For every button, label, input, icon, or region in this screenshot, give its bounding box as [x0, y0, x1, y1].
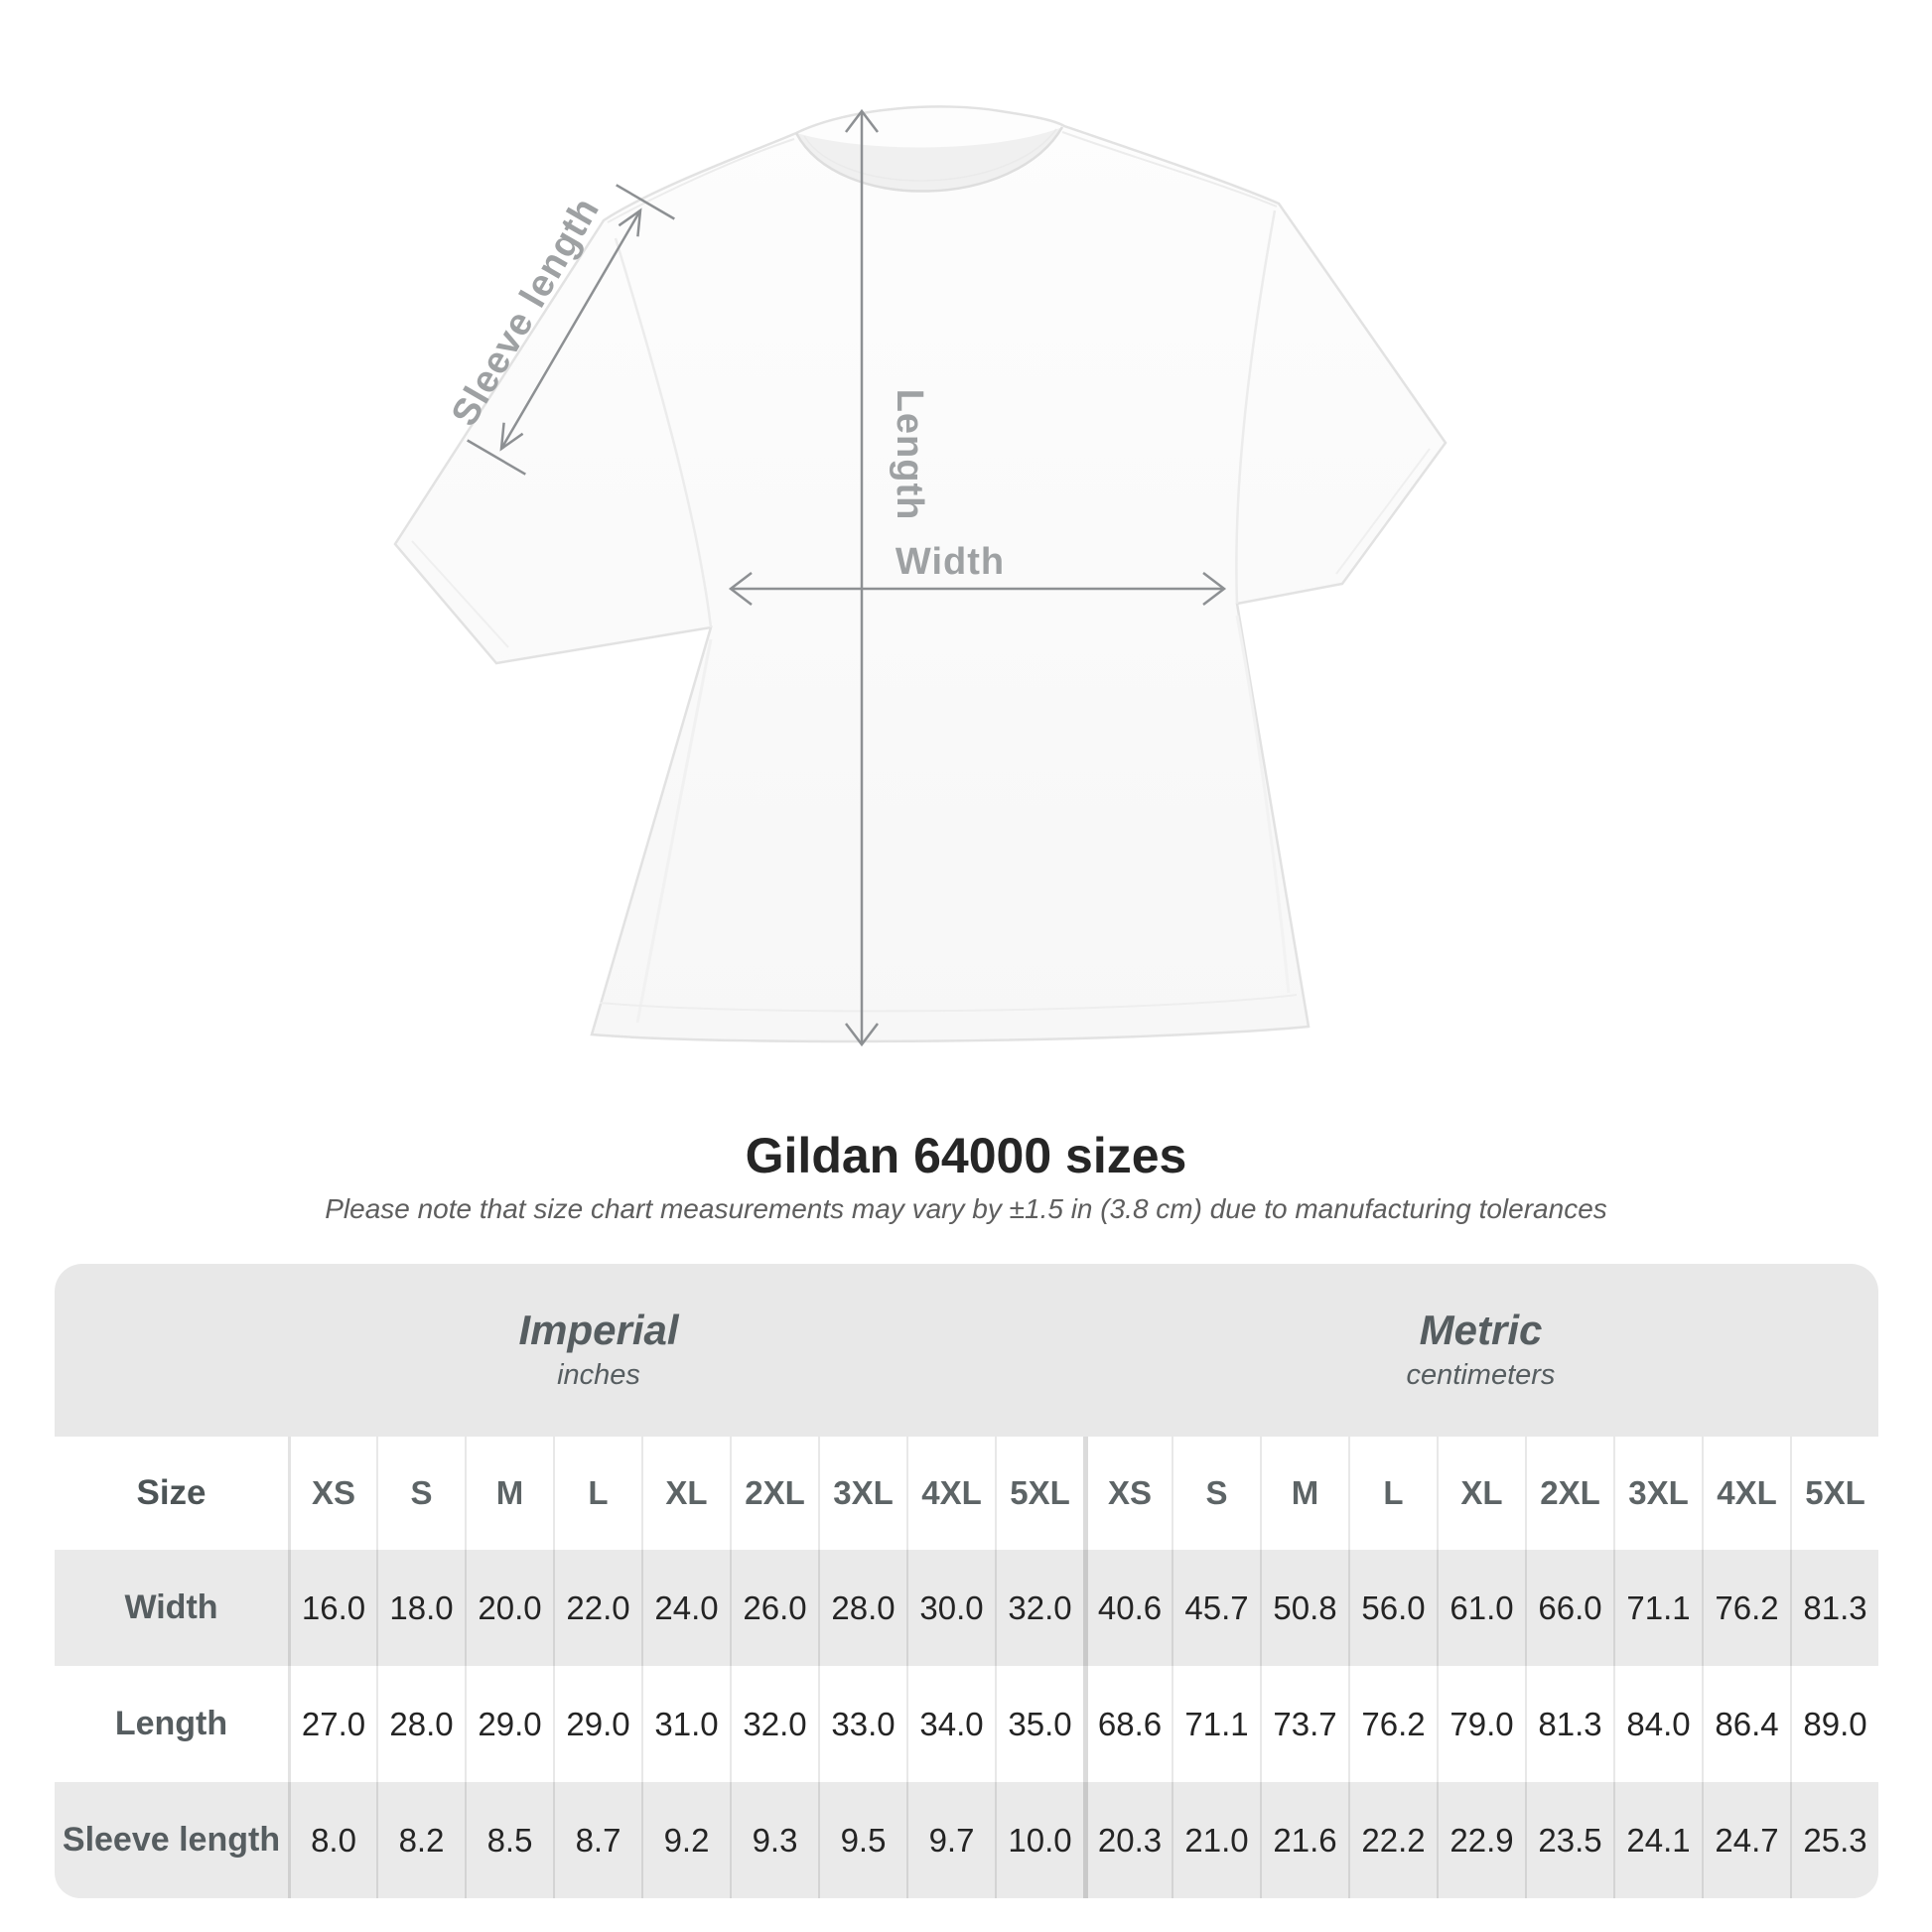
cell-sleeve-length-metric-4xl: 24.7 — [1702, 1782, 1790, 1898]
page-title: Gildan 64000 sizes — [745, 1128, 1187, 1183]
cell-width-imperial-l: 22.0 — [553, 1550, 641, 1666]
metric-size-header-m: M — [1260, 1437, 1348, 1550]
cell-length-metric-s: 71.1 — [1172, 1666, 1260, 1782]
imperial-size-header-s: S — [376, 1437, 465, 1550]
tshirt-graphic — [393, 105, 1448, 1043]
metric-header: Metric centimeters — [1083, 1264, 1878, 1437]
cell-sleeve-length-metric-xl: 22.9 — [1437, 1782, 1525, 1898]
cell-width-metric-xs: 40.6 — [1083, 1550, 1172, 1666]
cell-width-metric-l: 56.0 — [1348, 1550, 1437, 1666]
metric-size-header-2xl: 2XL — [1525, 1437, 1613, 1550]
cell-sleeve-length-metric-3xl: 24.1 — [1613, 1782, 1702, 1898]
cell-width-metric-3xl: 71.1 — [1613, 1550, 1702, 1666]
cell-length-metric-m: 73.7 — [1260, 1666, 1348, 1782]
cell-length-metric-5xl: 89.0 — [1790, 1666, 1878, 1782]
cell-length-imperial-xl: 31.0 — [641, 1666, 730, 1782]
imperial-size-header-4xl: 4XL — [906, 1437, 995, 1550]
imperial-size-header-3xl: 3XL — [818, 1437, 906, 1550]
imperial-size-header-2xl: 2XL — [730, 1437, 818, 1550]
row-label-sleeve-length: Sleeve length — [55, 1782, 288, 1898]
cell-sleeve-length-imperial-2xl: 9.3 — [730, 1782, 818, 1898]
metric-size-header-3xl: 3XL — [1613, 1437, 1702, 1550]
metric-title: Metric — [1419, 1307, 1543, 1353]
cell-length-imperial-m: 29.0 — [465, 1666, 553, 1782]
size-table: Imperial inches Metric centimeters Size X… — [55, 1264, 1878, 1898]
metric-size-header-xl: XL — [1437, 1437, 1525, 1550]
metric-size-header-l: L — [1348, 1437, 1437, 1550]
row-label-width: Width — [55, 1550, 288, 1666]
cell-sleeve-length-metric-s: 21.0 — [1172, 1782, 1260, 1898]
cell-length-imperial-s: 28.0 — [376, 1666, 465, 1782]
cell-length-imperial-4xl: 34.0 — [906, 1666, 995, 1782]
length-label: Length — [889, 389, 930, 521]
cell-sleeve-length-imperial-m: 8.5 — [465, 1782, 553, 1898]
cell-sleeve-length-imperial-xl: 9.2 — [641, 1782, 730, 1898]
cell-sleeve-length-metric-2xl: 23.5 — [1525, 1782, 1613, 1898]
page-subtitle: Please note that size chart measurements… — [325, 1193, 1607, 1224]
metric-size-header-5xl: 5XL — [1790, 1437, 1878, 1550]
metric-unit: centimeters — [1406, 1359, 1556, 1391]
cell-length-metric-2xl: 81.3 — [1525, 1666, 1613, 1782]
cell-width-imperial-xs: 16.0 — [288, 1550, 376, 1666]
imperial-header: Imperial inches — [55, 1264, 1083, 1437]
cell-width-metric-s: 45.7 — [1172, 1550, 1260, 1666]
sleeve-length-arrow — [467, 184, 675, 476]
cell-length-metric-l: 76.2 — [1348, 1666, 1437, 1782]
cell-width-metric-5xl: 81.3 — [1790, 1550, 1878, 1666]
imperial-unit: inches — [557, 1359, 640, 1391]
cell-width-metric-4xl: 76.2 — [1702, 1550, 1790, 1666]
cell-sleeve-length-imperial-s: 8.2 — [376, 1782, 465, 1898]
cell-length-imperial-xs: 27.0 — [288, 1666, 376, 1782]
cell-length-metric-3xl: 84.0 — [1613, 1666, 1702, 1782]
cell-length-metric-4xl: 86.4 — [1702, 1666, 1790, 1782]
imperial-size-header-m: M — [465, 1437, 553, 1550]
cell-width-imperial-2xl: 26.0 — [730, 1550, 818, 1666]
cell-sleeve-length-imperial-l: 8.7 — [553, 1782, 641, 1898]
cell-length-imperial-3xl: 33.0 — [818, 1666, 906, 1782]
cell-width-metric-m: 50.8 — [1260, 1550, 1348, 1666]
metric-size-header-xs: XS — [1083, 1437, 1172, 1550]
imperial-title: Imperial — [518, 1307, 679, 1353]
cell-width-metric-xl: 61.0 — [1437, 1550, 1525, 1666]
metric-size-header-4xl: 4XL — [1702, 1437, 1790, 1550]
tshirt-measurement-diagram: Sleeve length Length Width — [393, 105, 1448, 1047]
cell-length-imperial-5xl: 35.0 — [995, 1666, 1083, 1782]
cell-sleeve-length-imperial-xs: 8.0 — [288, 1782, 376, 1898]
imperial-size-header-xl: XL — [641, 1437, 730, 1550]
cell-width-imperial-xl: 24.0 — [641, 1550, 730, 1666]
cell-sleeve-length-imperial-3xl: 9.5 — [818, 1782, 906, 1898]
cell-width-imperial-5xl: 32.0 — [995, 1550, 1083, 1666]
cell-sleeve-length-metric-xs: 20.3 — [1083, 1782, 1172, 1898]
measurement-arrows — [467, 108, 1227, 1047]
cell-width-imperial-3xl: 28.0 — [818, 1550, 906, 1666]
cell-length-metric-xs: 68.6 — [1083, 1666, 1172, 1782]
cell-sleeve-length-metric-m: 21.6 — [1260, 1782, 1348, 1898]
cell-length-imperial-2xl: 32.0 — [730, 1666, 818, 1782]
cell-width-imperial-s: 18.0 — [376, 1550, 465, 1666]
cell-width-imperial-4xl: 30.0 — [906, 1550, 995, 1666]
width-arrow — [728, 572, 1227, 606]
width-label: Width — [896, 541, 1005, 583]
size-column-header: Size — [55, 1437, 288, 1550]
cell-sleeve-length-metric-l: 22.2 — [1348, 1782, 1437, 1898]
size-table-grid: Size XS S M L XL 2XL 3XL 4XL 5XL XS S M L XL 2XL 3XL 4XL 5… — [55, 1437, 1878, 1898]
cell-length-imperial-l: 29.0 — [553, 1666, 641, 1782]
metric-size-header-s: S — [1172, 1437, 1260, 1550]
table-unit-header: Imperial inches Metric centimeters — [55, 1264, 1878, 1437]
cell-length-metric-xl: 79.0 — [1437, 1666, 1525, 1782]
imperial-size-header-l: L — [553, 1437, 641, 1550]
cell-width-imperial-m: 20.0 — [465, 1550, 553, 1666]
length-arrow — [845, 108, 879, 1047]
imperial-size-header-5xl: 5XL — [995, 1437, 1083, 1550]
row-label-length: Length — [55, 1666, 288, 1782]
cell-sleeve-length-imperial-4xl: 9.7 — [906, 1782, 995, 1898]
cell-sleeve-length-metric-5xl: 25.3 — [1790, 1782, 1878, 1898]
cell-width-metric-2xl: 66.0 — [1525, 1550, 1613, 1666]
cell-sleeve-length-imperial-5xl: 10.0 — [995, 1782, 1083, 1898]
imperial-size-header-xs: XS — [288, 1437, 376, 1550]
